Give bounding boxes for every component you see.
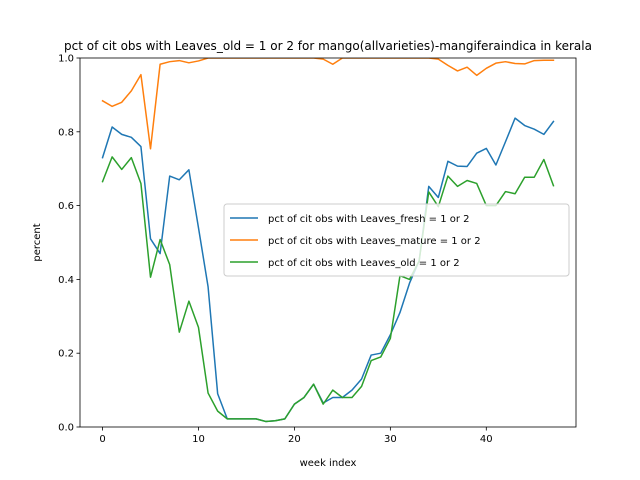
x-axis-ticks: 0 10 20 30 40 <box>99 427 493 445</box>
legend-entry-2: pct of cit obs with Leaves_mature = 1 or… <box>268 236 481 247</box>
y-tick-label: 0.0 <box>58 423 74 434</box>
chart-title: pct of cit obs with Leaves_old = 1 or 2 … <box>64 39 592 53</box>
x-tick-label: 20 <box>288 434 301 445</box>
x-tick-label: 10 <box>192 434 205 445</box>
series-line-2 <box>101 58 555 150</box>
y-tick-label: 1.0 <box>58 54 74 65</box>
y-tick-label: 0.4 <box>58 275 74 286</box>
y-axis-ticks: 0.0 0.2 0.4 0.6 0.8 1.0 <box>58 54 80 434</box>
x-tick-label: 0 <box>99 434 105 445</box>
plot-frame <box>79 57 577 428</box>
y-tick-label: 0.8 <box>58 127 74 138</box>
x-tick-label: 40 <box>480 434 493 445</box>
y-tick-label: 0.2 <box>58 349 74 360</box>
series-line-3 <box>101 156 555 423</box>
x-tick-label: 30 <box>384 434 397 445</box>
legend-entry-3: pct of cit obs with Leaves_old = 1 or 2 <box>268 258 460 269</box>
legend-box <box>223 203 570 277</box>
y-tick-label: 0.6 <box>58 201 74 212</box>
series-layer <box>101 58 555 423</box>
legend: pct of cit obs with Leaves_fresh = 1 or … <box>223 203 570 277</box>
series-line-1 <box>101 117 555 423</box>
y-axis-label: percent <box>32 223 43 261</box>
x-axis-label: week index <box>300 458 357 469</box>
legend-entry-1: pct of cit obs with Leaves_fresh = 1 or … <box>268 214 470 225</box>
